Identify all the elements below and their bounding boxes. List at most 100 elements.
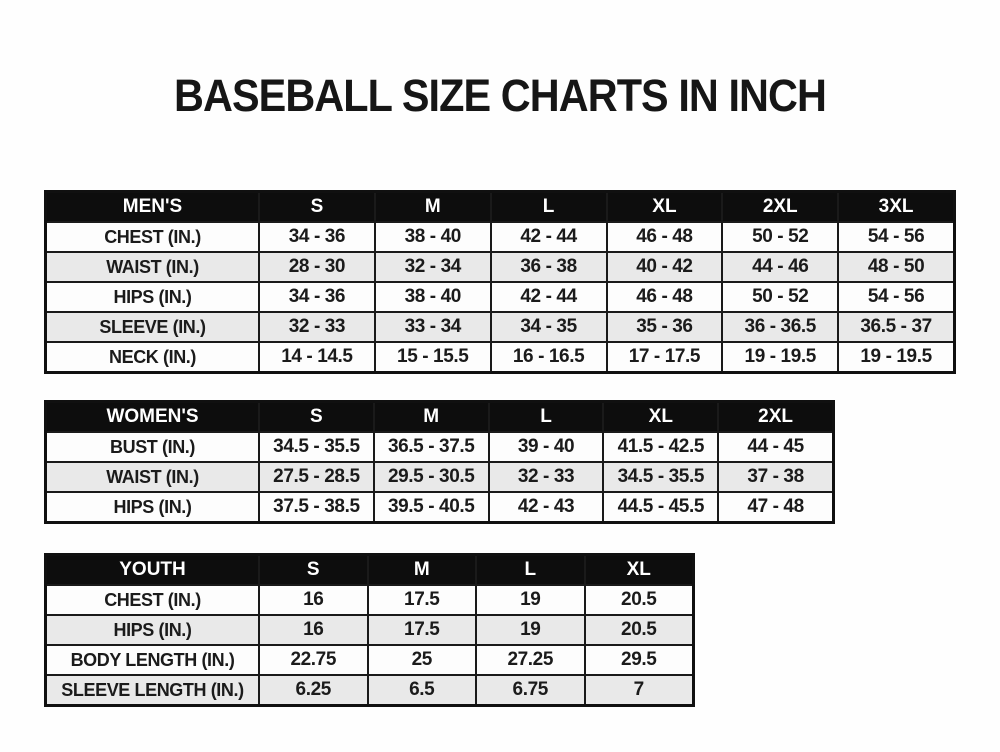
size-cell: 6.5 — [368, 676, 475, 704]
table-row-bust: BUST (IN.) 34.5 - 35.5 36.5 - 37.5 39 - … — [47, 433, 832, 461]
size-cell: 32 - 33 — [260, 313, 374, 341]
womens-size-table: WOMEN'S S M L XL 2XL BUST (IN.) 34.5 - 3… — [44, 400, 835, 524]
table-row-chest: CHEST (IN.) 16 17.5 19 20.5 — [47, 586, 692, 614]
size-cell: 46 - 48 — [607, 283, 722, 311]
mens-header-row: MEN'S S M L XL 2XL 3XL — [47, 193, 953, 221]
row-label: HIPS (IN.) — [47, 616, 258, 644]
column-header-xl: XL — [585, 556, 692, 584]
size-cell: 25 — [368, 646, 475, 674]
row-label: CHEST (IN.) — [47, 586, 258, 614]
size-cell: 15 - 15.5 — [375, 343, 490, 371]
womens-header-row: WOMEN'S S M L XL 2XL — [47, 403, 832, 431]
size-cell: 37 - 38 — [719, 463, 832, 491]
size-cell: 38 - 40 — [375, 283, 490, 311]
row-label: SLEEVE LENGTH (IN.) — [47, 676, 258, 704]
size-cell: 16 — [260, 586, 367, 614]
column-header-s: S — [260, 556, 367, 584]
column-header-xl: XL — [604, 403, 718, 431]
row-label: BODY LENGTH (IN.) — [47, 646, 258, 674]
column-header-m: M — [368, 556, 475, 584]
row-label: WAIST (IN.) — [47, 253, 258, 281]
size-cell: 48 - 50 — [839, 253, 953, 281]
size-cell: 16 — [260, 616, 367, 644]
table-row-waist: WAIST (IN.) 28 - 30 32 - 34 36 - 38 40 -… — [47, 253, 953, 281]
size-cell: 36.5 - 37 — [839, 313, 953, 341]
table-row-chest: CHEST (IN.) 34 - 36 38 - 40 42 - 44 46 -… — [47, 223, 953, 251]
row-label: BUST (IN.) — [47, 433, 258, 461]
size-cell: 34 - 36 — [260, 223, 374, 251]
size-cell: 46 - 48 — [607, 223, 722, 251]
table-row-hips: HIPS (IN.) 16 17.5 19 20.5 — [47, 616, 692, 644]
column-header-m: M — [374, 403, 488, 431]
size-cell: 28 - 30 — [260, 253, 374, 281]
size-cell: 34 - 35 — [491, 313, 606, 341]
column-header-xl: XL — [607, 193, 722, 221]
size-cell: 44 - 45 — [719, 433, 832, 461]
row-label: NECK (IN.) — [47, 343, 258, 371]
size-cell: 6.75 — [477, 676, 584, 704]
size-cell: 19 — [477, 616, 584, 644]
size-cell: 33 - 34 — [375, 313, 490, 341]
size-cell: 47 - 48 — [719, 493, 832, 521]
row-label: SLEEVE (IN.) — [47, 313, 258, 341]
size-cell: 6.25 — [260, 676, 367, 704]
size-cell: 40 - 42 — [607, 253, 722, 281]
size-cell: 38 - 40 — [375, 223, 490, 251]
table-row-waist: WAIST (IN.) 27.5 - 28.5 29.5 - 30.5 32 -… — [47, 463, 832, 491]
size-cell: 17 - 17.5 — [607, 343, 722, 371]
size-cell: 36.5 - 37.5 — [374, 433, 488, 461]
column-header-3xl: 3XL — [839, 193, 953, 221]
size-cell: 34.5 - 35.5 — [260, 433, 373, 461]
size-cell: 54 - 56 — [839, 283, 953, 311]
table-row-sleeve: SLEEVE (IN.) 32 - 33 33 - 34 34 - 35 35 … — [47, 313, 953, 341]
mens-size-table: MEN'S S M L XL 2XL 3XL CHEST (IN.) 34 - … — [44, 190, 956, 374]
size-cell: 17.5 — [368, 586, 475, 614]
size-cell: 42 - 44 — [491, 283, 606, 311]
size-cell: 39.5 - 40.5 — [374, 493, 488, 521]
youth-size-table: YOUTH S M L XL CHEST (IN.) 16 17.5 19 20… — [44, 553, 695, 707]
table-title-cell: YOUTH — [47, 556, 258, 584]
size-cell: 19 - 19.5 — [723, 343, 838, 371]
size-cell: 27.25 — [477, 646, 584, 674]
table-title-cell: MEN'S — [47, 193, 258, 221]
size-cell: 29.5 - 30.5 — [374, 463, 488, 491]
table-row-hips: HIPS (IN.) 37.5 - 38.5 39.5 - 40.5 42 - … — [47, 493, 832, 521]
size-cell: 37.5 - 38.5 — [260, 493, 373, 521]
row-label: HIPS (IN.) — [47, 283, 258, 311]
size-cell: 50 - 52 — [723, 283, 838, 311]
column-header-l: L — [489, 403, 603, 431]
size-cell: 42 - 44 — [491, 223, 606, 251]
column-header-m: M — [375, 193, 490, 221]
size-cell: 22.75 — [260, 646, 367, 674]
youth-header-row: YOUTH S M L XL — [47, 556, 692, 584]
size-cell: 41.5 - 42.5 — [604, 433, 718, 461]
row-label: HIPS (IN.) — [47, 493, 258, 521]
table-row-sleeve-length: SLEEVE LENGTH (IN.) 6.25 6.5 6.75 7 — [47, 676, 692, 704]
size-cell: 44 - 46 — [723, 253, 838, 281]
size-cell: 42 - 43 — [489, 493, 603, 521]
size-cell: 19 - 19.5 — [839, 343, 953, 371]
column-header-s: S — [260, 193, 374, 221]
size-cell: 32 - 33 — [489, 463, 603, 491]
page-title: BASEBALL SIZE CHARTS IN INCH — [173, 70, 827, 121]
column-header-s: S — [260, 403, 373, 431]
size-cell: 44.5 - 45.5 — [604, 493, 718, 521]
size-cell: 36 - 36.5 — [723, 313, 838, 341]
column-header-2xl: 2XL — [719, 403, 832, 431]
size-cell: 34.5 - 35.5 — [604, 463, 718, 491]
row-label: CHEST (IN.) — [47, 223, 258, 251]
size-cell: 16 - 16.5 — [491, 343, 606, 371]
size-cell: 7 — [585, 676, 692, 704]
size-cell: 39 - 40 — [489, 433, 603, 461]
size-cell: 17.5 — [368, 616, 475, 644]
size-cell: 19 — [477, 586, 584, 614]
size-cell: 54 - 56 — [839, 223, 953, 251]
size-cell: 20.5 — [585, 616, 692, 644]
column-header-l: L — [491, 193, 606, 221]
size-cell: 29.5 — [585, 646, 692, 674]
row-label: WAIST (IN.) — [47, 463, 258, 491]
size-cell: 32 - 34 — [375, 253, 490, 281]
table-title-cell: WOMEN'S — [47, 403, 258, 431]
size-cell: 35 - 36 — [607, 313, 722, 341]
